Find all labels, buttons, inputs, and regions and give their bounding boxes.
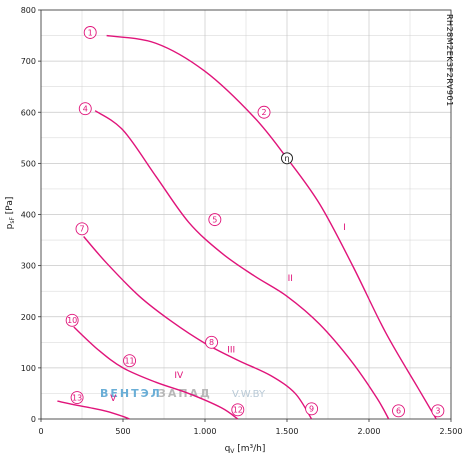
x-axis-label-unit: [m³/h]	[234, 444, 265, 454]
watermark-part-3: V.W.BY	[232, 389, 266, 400]
marker-label-1: 1	[88, 28, 93, 37]
curve-V	[57, 400, 130, 420]
optimum-marker-label: η	[284, 154, 289, 163]
y-tick-label: 800	[21, 6, 36, 15]
curve-label-I: I	[343, 223, 346, 233]
marker-circle-3	[431, 404, 445, 418]
x-tick-label: 1.500	[276, 427, 299, 436]
grid	[40, 9, 452, 420]
y-tick-label: 400	[21, 211, 36, 220]
marker-circle-12	[231, 403, 245, 417]
marker-label-3: 3	[435, 407, 440, 416]
marker-label-7: 7	[79, 225, 84, 234]
marker-label-12: 12	[233, 406, 243, 415]
optimum-marker-circle	[281, 152, 293, 165]
curve-I	[106, 34, 437, 420]
marker-label-4: 4	[83, 104, 88, 113]
marker-circle-7	[75, 222, 89, 236]
curve-label-III: III	[227, 346, 235, 356]
x-axis-label: qV [m³/h]	[225, 444, 266, 455]
marker-circle-11	[123, 354, 137, 368]
marker-circle-9	[305, 402, 319, 416]
x-axis-label-main: q	[225, 444, 231, 454]
marker-circle-1	[83, 26, 97, 39]
marker-label-13: 13	[72, 393, 82, 402]
marker-circle-4	[78, 102, 92, 116]
y-tick-label: 700	[21, 57, 36, 66]
marker-circle-6	[392, 404, 405, 418]
marker-label-6: 6	[396, 407, 401, 416]
marker-label-11: 11	[124, 357, 134, 366]
curve-III	[83, 236, 313, 420]
x-tick-label: 2.000	[358, 427, 381, 436]
curve-label-V: V	[110, 394, 117, 404]
marker-label-9: 9	[309, 405, 314, 414]
marker-label-5: 5	[212, 215, 217, 224]
curve-IV	[73, 326, 239, 420]
x-tick-label: 2.500	[440, 427, 463, 436]
curve-label-IV: IV	[174, 371, 184, 381]
watermark-part-2: ЗАПАД	[158, 387, 212, 400]
y-tick-label: 500	[21, 159, 36, 168]
x-axis-label-sub: V	[230, 448, 235, 455]
x-tick-label: 1.000	[194, 427, 217, 436]
y-tick-label: 100	[21, 364, 36, 373]
y-tick-label: 0	[31, 415, 36, 424]
curve-label-II: II	[288, 274, 293, 284]
y-tick-label: 300	[21, 262, 36, 271]
watermark-part-1: ВЕНТЭЛ	[100, 387, 162, 400]
tick-labels: 0 500 1.000 1.500 2.000 2.500 0 100 200 300 400 500…	[21, 6, 463, 436]
axes	[38, 9, 452, 422]
y-axis-label-sub: sF	[9, 217, 16, 224]
watermark: ВЕНТЭЛ ЗАПАД V.W.BY	[100, 387, 266, 400]
curve-II	[94, 110, 390, 420]
y-axis-label-main: p	[5, 223, 15, 229]
x-tick-label: 0	[38, 427, 43, 436]
x-tick-label: 500	[115, 427, 130, 436]
marker-circle-10	[65, 313, 79, 327]
marker-circle-13	[70, 391, 84, 404]
model-code: RH28M2EK3F2RV901	[445, 14, 454, 107]
y-tick-label: 600	[21, 108, 36, 117]
y-axis-label-unit: [Pa]	[5, 197, 15, 217]
marker-label-2: 2	[261, 108, 266, 117]
marker-label-8: 8	[209, 338, 214, 347]
marker-label-10: 10	[67, 316, 77, 325]
marker-circle-5	[208, 213, 222, 227]
y-axis-label: psF [Pa]	[5, 197, 16, 230]
marker-circle-8	[205, 335, 219, 349]
marker-circle-2	[257, 105, 271, 119]
y-tick-label: 200	[21, 313, 36, 322]
